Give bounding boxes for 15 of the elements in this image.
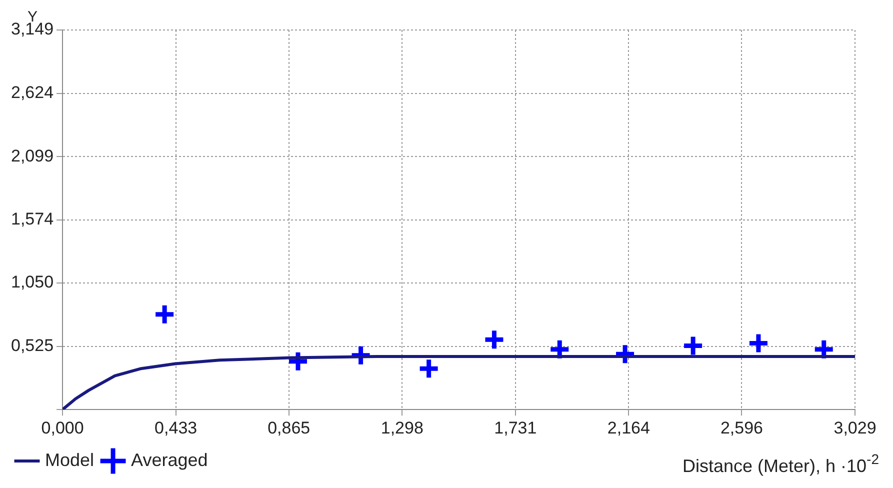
y-tick-label: 1,574 [10,210,54,229]
x-tick-label: 0,000 [41,418,84,438]
legend-label: Averaged [131,450,208,470]
y-tick-label: 2,099 [10,146,54,166]
legend-label: Model [45,450,94,470]
y-tick-label: 2,624 [10,82,54,102]
x-tick-label: 1,731 [494,418,537,438]
x-tick-label: 2,596 [720,418,763,438]
x-tick-label: 3,029 [834,418,876,438]
x-tick-label: 2,164 [607,418,650,438]
x-tick-label: 1,298 [380,418,424,438]
x-tick-label: 0,433 [154,418,198,438]
y-tick-label: 0,525 [10,336,54,355]
y-tick-label: 1,050 [10,272,54,292]
x-tick-label: 0,865 [268,418,310,438]
